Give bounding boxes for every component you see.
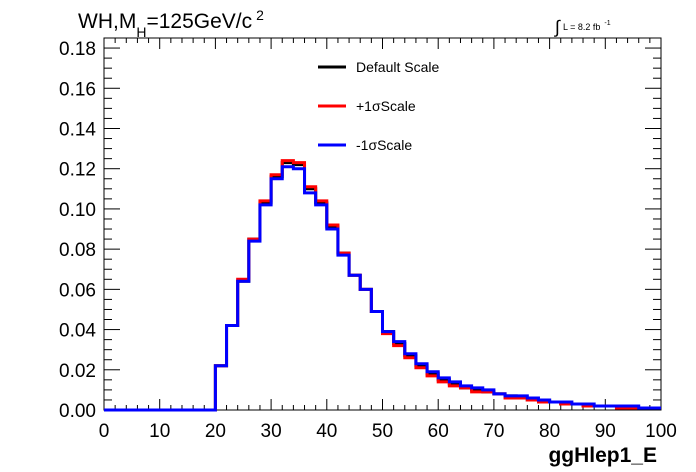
series-line-default-scale <box>104 161 661 412</box>
legend-label: Default Scale <box>356 59 439 75</box>
x-tick-label: 20 <box>205 421 226 442</box>
series-line--1-scale <box>104 159 661 412</box>
plot-title-superscript: 2 <box>256 7 264 23</box>
y-tick-label: 0.00 <box>59 401 96 422</box>
plot-title: WH,MH=125GeV/c 2 <box>78 7 264 40</box>
y-tick-label: 0.16 <box>59 79 96 100</box>
series-lines <box>104 159 661 412</box>
y-tick-label: 0.04 <box>59 321 96 342</box>
legend-label: -1σScale <box>356 137 412 153</box>
lumi-integral-sign: ∫ <box>553 17 561 37</box>
y-tick-label: 0.02 <box>59 361 96 382</box>
x-tick-label: 0 <box>99 421 110 442</box>
x-axis-title: ggHlep1_E <box>548 444 657 467</box>
x-tick-label: 100 <box>645 421 677 442</box>
x-tick-label: 30 <box>261 421 282 442</box>
x-tick-label: 10 <box>149 421 170 442</box>
lumi-superscript: -1 <box>604 20 610 27</box>
lumi-label: ∫ L = 8.2 fb -1 <box>553 17 611 37</box>
y-tick-label: 0.08 <box>59 240 96 261</box>
y-tick-label: 0.14 <box>59 119 96 140</box>
x-tick-label: 70 <box>483 421 504 442</box>
y-tick-label: 0.18 <box>59 39 96 60</box>
y-tick-label: 0.12 <box>59 160 96 181</box>
x-tick-label: 60 <box>428 421 449 442</box>
series-line--1-scale <box>104 165 661 412</box>
x-tick-label: 90 <box>595 421 616 442</box>
y-tick-label: 0.06 <box>59 280 96 301</box>
plot-title-main: WH,M <box>78 10 136 33</box>
tick-labels: 0 10 20 30 40 50 60 70 80 90 100 0.00 0.02 0.04 0.06 0.… <box>59 39 677 442</box>
legend-label: +1σScale <box>356 98 416 114</box>
y-tick-label: 0.10 <box>59 200 96 221</box>
x-tick-label: 50 <box>372 421 393 442</box>
plot-frame <box>103 37 662 411</box>
x-tick-label: 80 <box>539 421 560 442</box>
legend: Default Scale +1σScale -1σScale <box>318 59 439 153</box>
plot-title-subscript: H <box>136 24 146 40</box>
plot-title-after: =125GeV/c <box>146 10 252 33</box>
x-tick-label: 40 <box>316 421 337 442</box>
lumi-text: L = 8.2 fb <box>563 22 600 32</box>
axis-ticks <box>103 37 662 411</box>
